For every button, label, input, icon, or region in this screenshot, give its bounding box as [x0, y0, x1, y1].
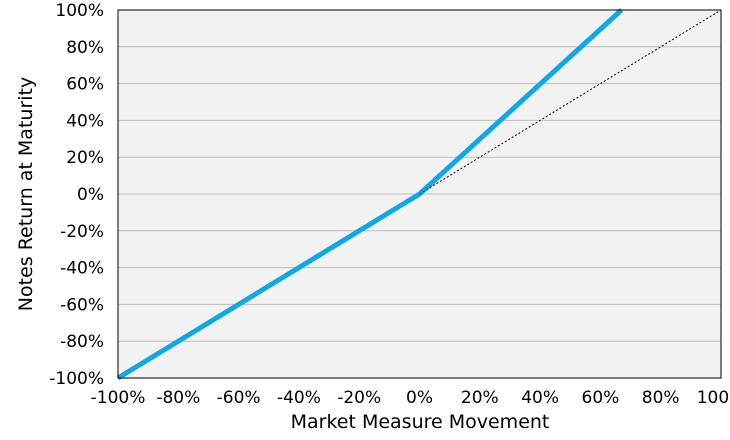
y-tick-label: 60% — [66, 75, 104, 95]
y-tick-label: -80% — [60, 332, 104, 352]
x-tick-labels: -100% -80% -60% -40% -20% 0% 20% 40% 60% 80% 100% — [91, 388, 730, 408]
y-tick-label: -20% — [60, 222, 104, 242]
y-tick-label: -100% — [49, 369, 104, 389]
x-tick-label: -80% — [156, 388, 200, 408]
y-tick-labels: -100% -80% -60% -40% -20% 0% 20% 40% 60% 80% 100% — [49, 1, 104, 389]
x-tick-label: 60% — [582, 388, 620, 408]
y-tick-label: 100% — [55, 1, 104, 21]
y-axis-title: Notes Return at Maturity — [15, 77, 37, 311]
plot-frame — [117, 9, 722, 379]
x-tick-label: 20% — [461, 388, 499, 408]
y-tick-label: 20% — [66, 148, 104, 168]
y-tick-label: -60% — [60, 295, 104, 315]
x-tick-label: 80% — [642, 388, 680, 408]
x-tick-label: -100% — [91, 388, 146, 408]
y-tick-label: 40% — [66, 111, 104, 131]
x-tick-label: 40% — [521, 388, 559, 408]
x-axis-title: Market Measure Movement — [291, 411, 550, 433]
y-tick-label: 0% — [77, 185, 104, 205]
y-tick-label: -40% — [60, 259, 104, 279]
series-layer — [116, 8, 722, 381]
x-tick-label: 0% — [406, 388, 433, 408]
x-tick-label: -20% — [337, 388, 381, 408]
reference-line-dotted — [419, 9, 722, 195]
y-tick-label: 80% — [66, 38, 104, 58]
x-tick-label: 100% — [697, 388, 730, 408]
x-tick-label: -60% — [217, 388, 261, 408]
x-tick-label: -40% — [277, 388, 321, 408]
gridlines — [118, 46, 721, 342]
